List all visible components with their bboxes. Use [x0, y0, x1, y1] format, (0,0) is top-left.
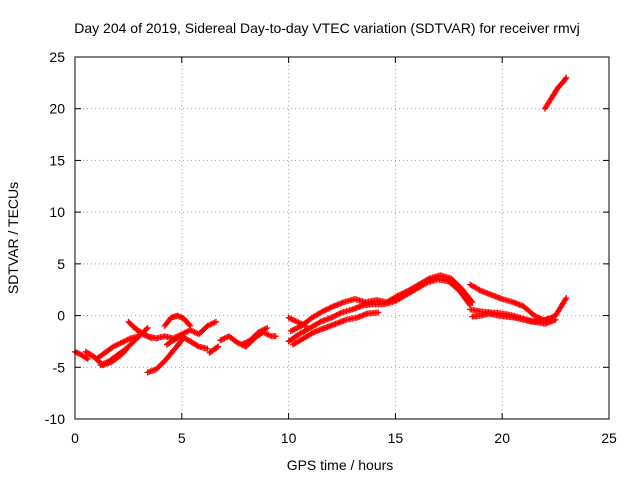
- data-point: [329, 313, 336, 320]
- data-point: [325, 305, 332, 312]
- data-point: [375, 309, 382, 316]
- x-tick-label: 10: [281, 430, 297, 446]
- y-tick-label: 10: [49, 204, 65, 220]
- series-track-03: [93, 333, 143, 363]
- data-point: [337, 310, 344, 317]
- series-track-19: [469, 310, 553, 325]
- y-tick-label: 15: [49, 152, 65, 168]
- data-point: [321, 307, 328, 314]
- data-point: [212, 318, 219, 325]
- data-points: [72, 74, 570, 376]
- series-track-04: [97, 324, 151, 369]
- x-tick-label: 20: [494, 430, 510, 446]
- y-tick-label: 0: [57, 308, 65, 324]
- series-track-15: [289, 309, 382, 348]
- y-tick-label: -5: [53, 359, 66, 375]
- series-track-16: [285, 314, 309, 329]
- data-point: [394, 292, 401, 299]
- data-point: [395, 292, 402, 299]
- series-track-09: [163, 333, 211, 352]
- data-point: [562, 296, 569, 303]
- data-point: [329, 303, 336, 310]
- grid: [75, 57, 609, 419]
- x-tick-label: 25: [601, 430, 617, 446]
- data-point: [333, 312, 340, 319]
- data-point: [326, 305, 333, 312]
- data-point: [319, 308, 326, 315]
- data-point: [302, 322, 309, 329]
- data-point: [289, 327, 296, 334]
- data-point: [546, 315, 553, 322]
- data-point: [294, 324, 301, 331]
- series-track-12: [238, 324, 271, 348]
- data-point: [187, 322, 194, 329]
- y-tick-label: 5: [57, 256, 65, 272]
- data-point: [397, 291, 404, 298]
- data-point: [562, 75, 569, 82]
- data-point: [336, 310, 343, 317]
- x-tick-label: 15: [388, 430, 404, 446]
- data-point: [552, 316, 559, 323]
- data-point: [215, 343, 222, 350]
- data-point: [531, 312, 538, 319]
- data-point: [332, 312, 339, 319]
- data-point: [186, 321, 193, 328]
- data-point: [563, 294, 570, 301]
- data-point: [83, 355, 90, 362]
- plot-frame: [74, 56, 610, 420]
- data-point: [476, 286, 483, 293]
- y-tick-label: -10: [45, 411, 65, 427]
- y-axis-label: SDTVAR / TECUs: [5, 182, 21, 294]
- chart-title: Day 204 of 2019, Sidereal Day-to-day VTE…: [74, 20, 579, 36]
- data-point: [272, 333, 279, 340]
- data-point: [293, 325, 300, 332]
- data-point: [323, 306, 330, 313]
- data-point: [466, 301, 473, 308]
- data-point: [214, 344, 221, 351]
- data-point: [291, 326, 298, 333]
- data-point: [327, 304, 334, 311]
- data-point: [143, 326, 150, 333]
- series-track-20: [541, 74, 570, 112]
- data-point: [290, 326, 297, 333]
- data-point: [84, 356, 91, 363]
- data-point: [425, 276, 432, 283]
- series-track-14: [287, 272, 476, 335]
- data-point: [402, 289, 409, 296]
- data-point: [334, 311, 341, 318]
- x-axis-label: GPS time / hours: [287, 457, 394, 473]
- series-track-07: [144, 337, 185, 376]
- x-tick-label: 5: [178, 430, 186, 446]
- data-point: [322, 307, 329, 314]
- data-point: [287, 328, 294, 335]
- series-track-10: [206, 343, 222, 356]
- axis-ticks: 0 5 10 15 20 25 -10 -5 0 5 10 15 20 25: [45, 49, 617, 446]
- y-tick-label: 20: [49, 101, 65, 117]
- data-point: [399, 290, 406, 297]
- x-tick-label: 0: [71, 430, 79, 446]
- data-point: [144, 324, 151, 331]
- y-tick-label: 25: [49, 49, 65, 65]
- data-point: [316, 319, 323, 326]
- data-point: [469, 299, 476, 306]
- data-point: [328, 314, 335, 321]
- data-point: [330, 313, 337, 320]
- data-point: [309, 329, 316, 336]
- data-point: [468, 297, 475, 304]
- data-point: [401, 289, 408, 296]
- data-point: [532, 313, 539, 320]
- series-track-08: [161, 312, 194, 329]
- data-point: [204, 345, 211, 352]
- data-point: [398, 290, 405, 297]
- data-point: [264, 324, 271, 331]
- data-point: [194, 342, 201, 349]
- series-track-01: [72, 348, 91, 363]
- data-point: [563, 74, 570, 81]
